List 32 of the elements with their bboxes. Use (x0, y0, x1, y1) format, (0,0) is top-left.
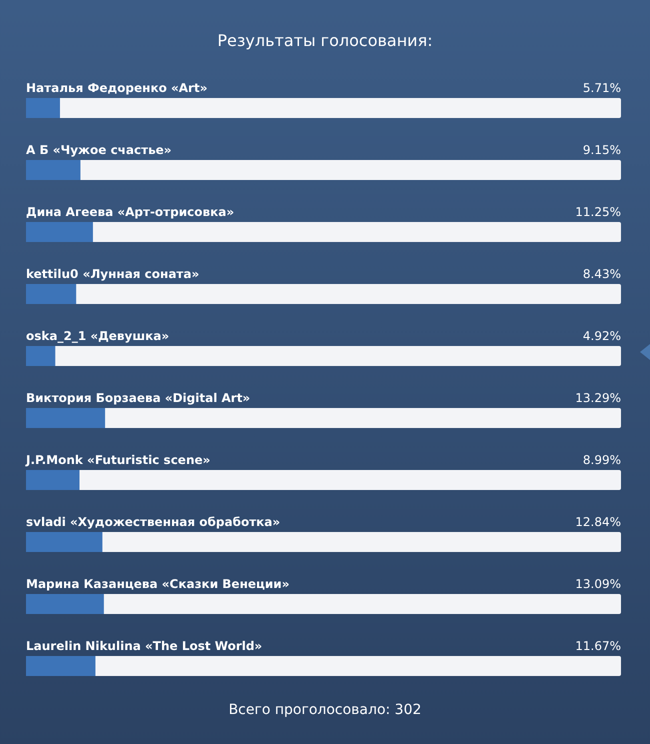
data-label: 11.25% (575, 205, 621, 219)
bar (26, 222, 93, 242)
chart-title: Результаты голосования: (217, 31, 433, 50)
y-tick-label: Дина Агеева «Арт-отрисовка» (26, 205, 234, 219)
y-tick-label: kettilu0 «Лунная соната» (26, 267, 200, 281)
data-label: 11.67% (575, 639, 621, 653)
bar (26, 656, 96, 676)
bar (26, 532, 102, 552)
bar (26, 594, 104, 614)
bar (26, 98, 60, 118)
bar (26, 408, 106, 428)
bar (26, 470, 80, 490)
data-label: 4.92% (582, 329, 621, 343)
data-label: 8.99% (582, 453, 621, 467)
data-label: 5.71% (582, 81, 621, 95)
y-tick-label: А Б «Чужое счастье» (26, 143, 172, 157)
data-label: 8.43% (582, 267, 621, 281)
y-tick-label: Laurelin Nikulina «The Lost World» (26, 639, 262, 653)
data-label: 13.29% (575, 391, 621, 405)
y-tick-label: Наталья Федоренко «Art» (26, 81, 208, 95)
y-tick-label: Марина Казанцева «Сказки Венеции» (26, 577, 290, 591)
y-tick-label: J.P.Monk «Futuristic scene» (25, 453, 210, 467)
data-label: 12.84% (575, 515, 621, 529)
data-label: 13.09% (575, 577, 621, 591)
y-tick-label: svladi «Художественная обработка» (26, 515, 280, 529)
bar (26, 346, 56, 366)
data-label: 9.15% (582, 143, 621, 157)
y-tick-label: oska_2_1 «Девушка» (26, 329, 170, 343)
y-tick-label: Виктория Борзаева «Digital Art» (26, 391, 250, 405)
bar (26, 160, 80, 180)
bar (26, 284, 76, 304)
text: Всего проголосовало: 302 (228, 702, 422, 718)
